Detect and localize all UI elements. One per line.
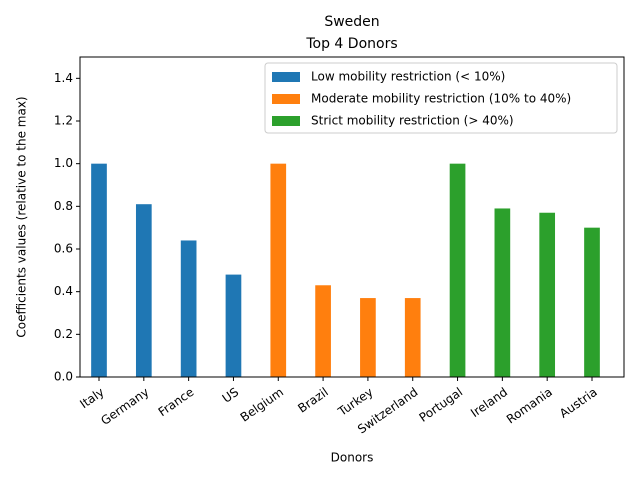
legend-box <box>264 62 618 134</box>
bar <box>584 227 600 377</box>
bar <box>270 163 287 377</box>
y-tick-label: 0.2 <box>54 327 73 341</box>
legend-label: Moderate mobility restriction (10% to 40… <box>311 92 571 106</box>
bar <box>225 274 242 377</box>
legend-swatch <box>272 72 300 82</box>
bar <box>404 298 421 377</box>
bar <box>180 240 197 377</box>
legend-label: Strict mobility restriction (> 40%) <box>311 114 514 128</box>
bar <box>539 212 556 377</box>
chart-title: Sweden <box>324 14 379 30</box>
legend-label: Low mobility restriction (< 10%) <box>311 70 505 84</box>
y-tick-label: 0.4 <box>54 284 73 298</box>
y-tick-label: 1.2 <box>54 114 73 128</box>
y-axis-label: Coefficients values (relative to the max… <box>15 96 29 337</box>
bar <box>449 163 466 377</box>
bar <box>315 285 331 377</box>
bar <box>494 208 511 377</box>
y-tick-label: 0.8 <box>54 199 73 213</box>
y-tick-label: 0.6 <box>54 242 73 256</box>
x-axis-label: Donors <box>331 451 374 465</box>
y-tick-label: 1.4 <box>54 71 73 85</box>
y-tick-label: 1.0 <box>54 156 73 170</box>
y-tick-label: 0.0 <box>54 370 73 384</box>
axes-frame <box>79 56 625 378</box>
bar <box>360 298 376 377</box>
bar <box>135 204 152 377</box>
chart-subtitle: Top 4 Donors <box>305 36 397 52</box>
bar <box>91 163 107 377</box>
legend-swatch <box>272 94 300 104</box>
legend-swatch <box>272 116 300 126</box>
